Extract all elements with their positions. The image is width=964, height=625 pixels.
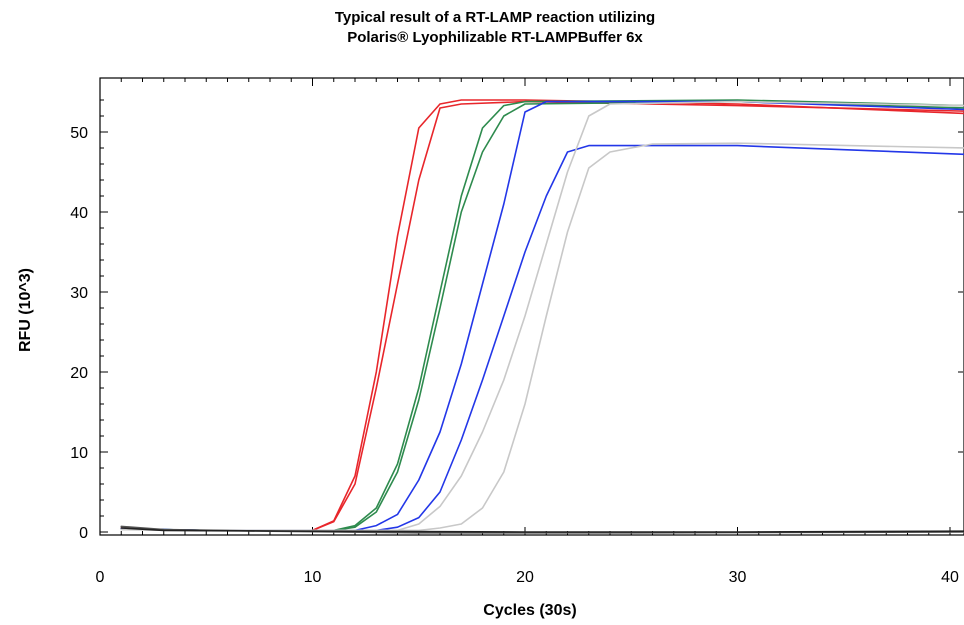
y-tick-label: 10	[70, 445, 88, 462]
y-tick-label: 40	[70, 205, 88, 222]
x-tick-label: 0	[96, 569, 105, 586]
x-axis-label: Cycles (30s)	[483, 602, 576, 619]
x-tick-label: 20	[516, 569, 534, 586]
y-tick-label: 20	[70, 365, 88, 382]
series-line-6	[120, 144, 964, 532]
series-line-10	[120, 527, 964, 533]
x-tick-label: 40	[941, 569, 959, 586]
y-tick-label: 50	[70, 125, 88, 142]
series-line-5	[120, 100, 964, 532]
plot-area	[99, 77, 964, 536]
chart-title: Typical result of a RT-LAMP reaction uti…	[335, 9, 655, 26]
series-line-7	[120, 100, 964, 532]
series-group	[120, 99, 964, 534]
chart-subtitle: Polaris® Lyophilizable RT-LAMPBuffer 6x	[347, 29, 643, 46]
y-tick-label: 30	[70, 285, 88, 302]
y-axis-label: RFU (10^3)	[17, 268, 34, 352]
series-line-8	[120, 142, 964, 532]
x-tick-label: 10	[304, 569, 322, 586]
y-tick-label: 0	[79, 525, 88, 542]
x-tick-label: 30	[729, 569, 747, 586]
tick-labels: 0 10 20 30 40 0 10 20 30 40 50	[70, 125, 959, 586]
